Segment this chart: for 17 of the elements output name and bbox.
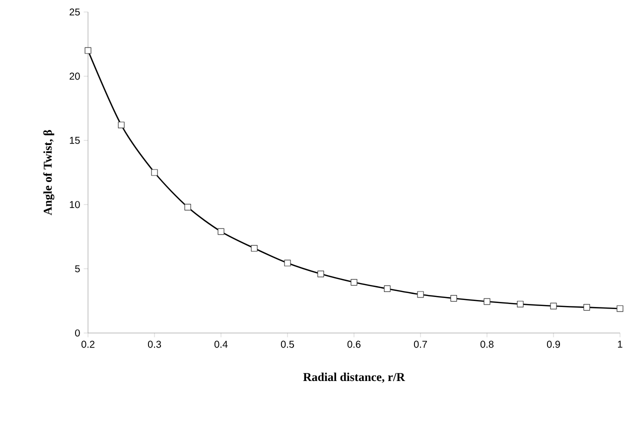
- x-tick-label: 0.8: [480, 340, 494, 348]
- y-tick-label: 5: [75, 265, 80, 272]
- y-tick-label: 10: [70, 201, 80, 208]
- x-tick-label: 0.2: [81, 340, 94, 348]
- x-tick-label: 0.6: [347, 340, 360, 348]
- y-tick-label: 15: [70, 136, 80, 144]
- x-tick-label: 0.4: [214, 340, 228, 348]
- y-tick-label: 0: [75, 329, 80, 337]
- x-tick-label: 0.7: [414, 340, 427, 348]
- y-tick-label: 25: [70, 8, 80, 16]
- x-axis-title: Radial distance, r/R: [303, 372, 406, 383]
- x-tick-label: 0.3: [148, 340, 161, 348]
- x-tick-label: 1: [618, 340, 622, 348]
- y-axis-title: Angle of Twist, β: [43, 130, 54, 216]
- x-tick-label: 0.5: [280, 340, 294, 348]
- x-tick-label: 0.9: [546, 340, 560, 348]
- y-tick-label: 20: [70, 72, 80, 80]
